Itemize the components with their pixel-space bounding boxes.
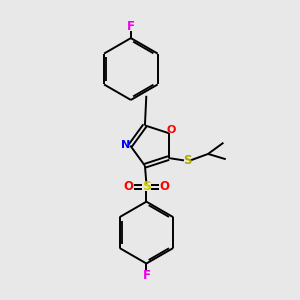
Text: N: N [121, 140, 130, 150]
Text: F: F [127, 20, 135, 33]
Text: O: O [166, 124, 176, 135]
Text: O: O [159, 180, 169, 194]
Text: S: S [142, 180, 151, 194]
Text: F: F [142, 269, 150, 282]
Text: O: O [124, 180, 134, 194]
Text: S: S [183, 154, 191, 167]
